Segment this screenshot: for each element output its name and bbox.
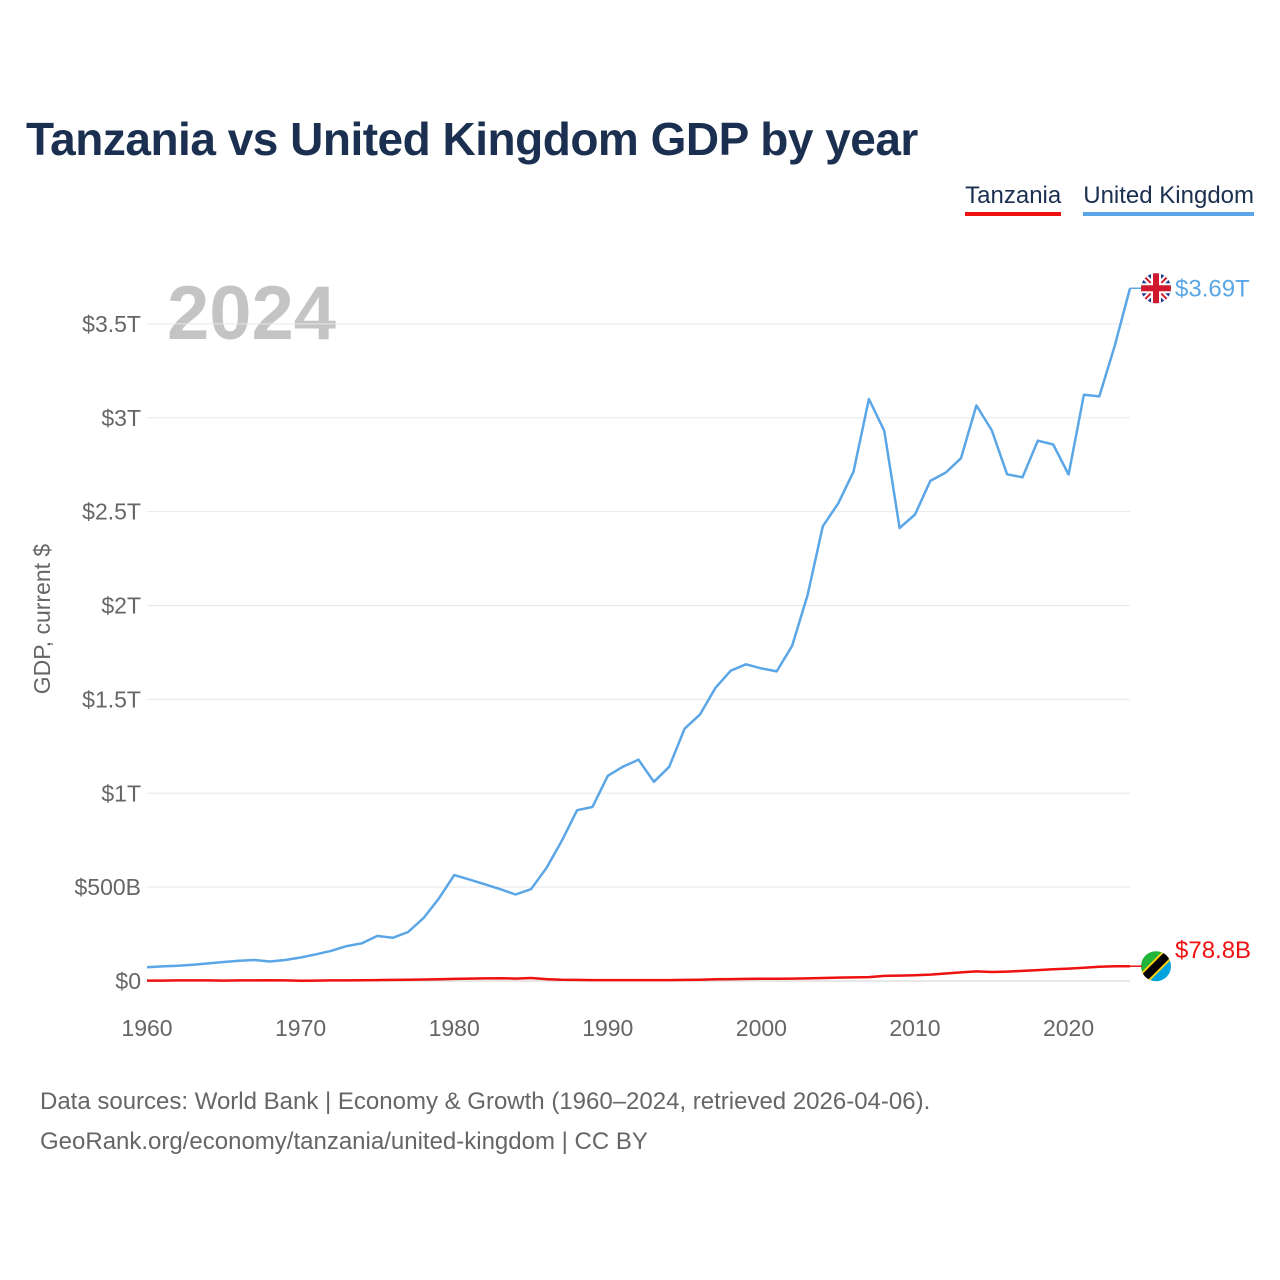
attribution: GeoRank.org/economy/tanzania/united-king… [40,1122,930,1162]
source-link[interactable]: GeoRank.org/economy/tanzania/united-king… [40,1128,555,1155]
tz-flag-body [1141,951,1171,982]
legend-item-tanzania[interactable]: Tanzania [965,182,1062,216]
data-sources: Data sources: World Bank | Economy & Gro… [40,1088,931,1115]
legend-item-united-kingdom[interactable]: United Kingdom [1083,182,1254,216]
x-tick-label: 1990 [582,1015,633,1041]
legend-swatch-united-kingdom [1083,212,1254,216]
legend-label-tanzania: Tanzania [965,182,1062,209]
y-tick-label: $500B [74,874,141,900]
legend: Tanzania United Kingdom [965,182,1254,216]
end-label-united-kingdom: $3.69T [1175,275,1250,302]
x-tick-label: 1960 [121,1015,172,1041]
chart-title: Tanzania vs United Kingdom GDP by year [26,113,918,165]
x-tick-label: 2010 [889,1015,940,1041]
y-tick-label: $3T [101,405,141,431]
tanzania-flag [1141,951,1171,982]
y-tick-label: $1T [101,780,141,806]
x-tick-label: 2020 [1043,1015,1094,1041]
x-tick-label: 2000 [736,1015,787,1041]
series-line-tanzania [147,964,1130,983]
uk-flag-body [1141,273,1171,304]
y-axis-label: GDP, current $ [29,544,55,695]
y-tick-label: $3.5T [82,311,141,337]
uk-flag [1141,273,1171,304]
y-tick-label: $1.5T [82,686,141,712]
x-tick-label: 1980 [429,1015,480,1041]
y-tick-label: $2.5T [82,499,141,525]
series-line-united-kingdom [146,287,1132,969]
y-tick-label: $0 [115,968,141,994]
year-label: 2024 [167,271,336,356]
footer: Data sources: World Bank | Economy & Gro… [40,1082,930,1162]
legend-swatch-tanzania [965,212,1062,216]
legend-label-united-kingdom: United Kingdom [1083,182,1254,209]
x-tick-label: 1970 [275,1015,326,1041]
license: | CC BY [554,1128,648,1155]
y-tick-label: $2T [101,593,141,619]
end-label-tanzania: $78.8B [1175,937,1251,964]
uk-flag-cross-red [1153,273,1159,304]
